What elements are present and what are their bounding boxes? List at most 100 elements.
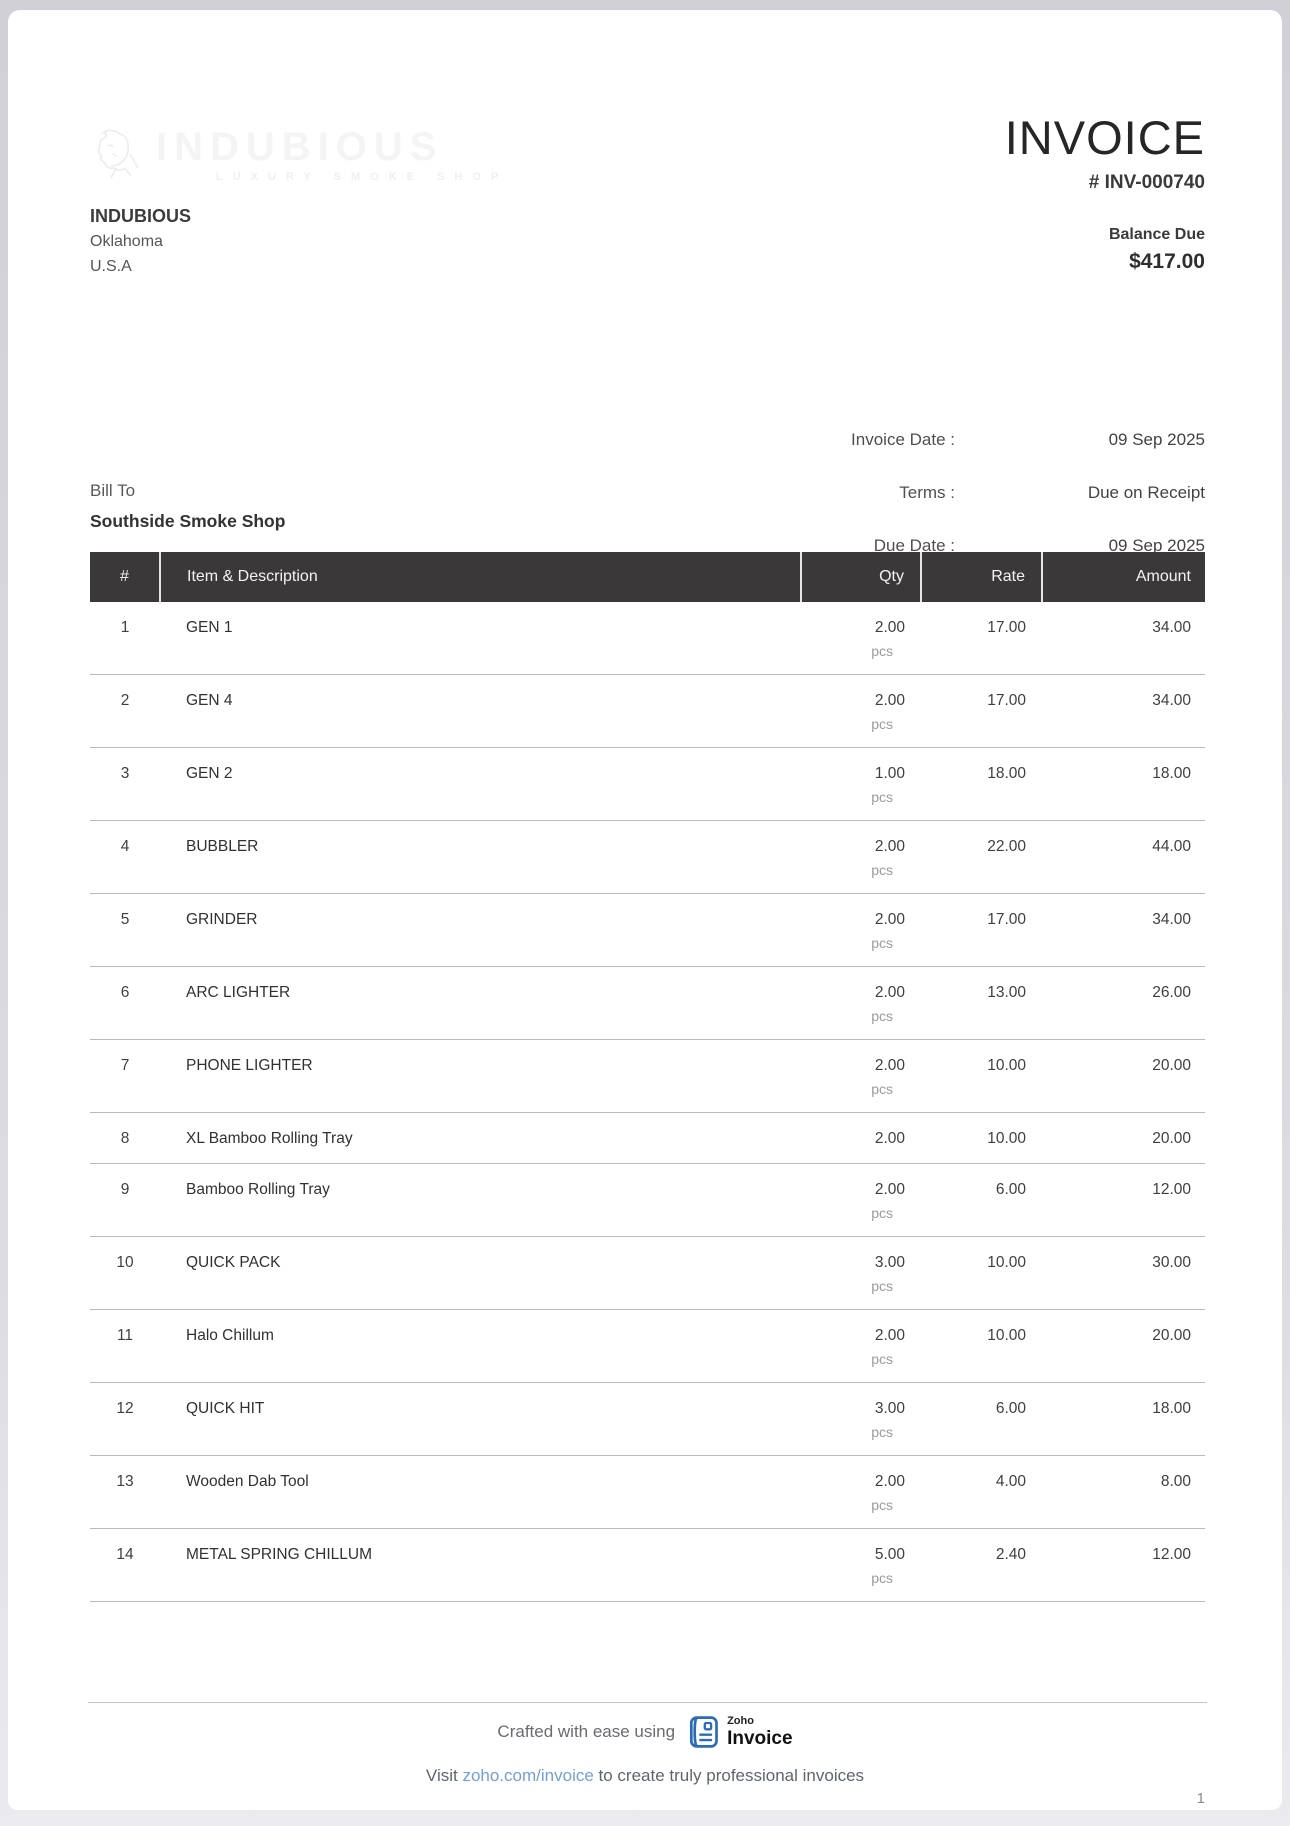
footer-crafted-line: Crafted with ease using Zoho Invoice xyxy=(8,1714,1282,1750)
invoice-date-row: Invoice Date : 09 Sep 2025 xyxy=(625,413,1205,466)
row-amount: 34.00 xyxy=(1042,674,1205,748)
row-amount: 30.00 xyxy=(1042,1236,1205,1310)
row-qty: 2.00 pcs xyxy=(801,1455,921,1529)
row-qty-unit: pcs xyxy=(871,1081,893,1097)
row-qty: 5.00 pcs xyxy=(801,1528,921,1602)
row-qty: 2.00 pcs xyxy=(801,602,921,675)
row-qty: 2.00 pcs xyxy=(801,893,921,967)
row-amount: 18.00 xyxy=(1042,747,1205,821)
row-rate: 6.00 xyxy=(921,1163,1042,1237)
row-qty: 2.00 pcs xyxy=(801,674,921,748)
row-amount: 44.00 xyxy=(1042,820,1205,894)
items-table-header: # Item & Description Qty Rate Amount xyxy=(90,552,1205,602)
row-qty: 2.00 pcs xyxy=(801,820,921,894)
row-qty-unit: pcs xyxy=(871,716,893,732)
row-index: 12 xyxy=(90,1382,160,1456)
row-qty-unit: pcs xyxy=(871,643,893,659)
due-date-label: Due Date : xyxy=(873,535,955,555)
balance-due-label: Balance Due xyxy=(1108,226,1205,243)
invoice-header-block: INVOICE # INV-000740 Balance Due $417.00 xyxy=(1005,110,1205,276)
row-index: 11 xyxy=(90,1309,160,1383)
row-qty-value: 5.00 xyxy=(874,1546,905,1563)
row-qty: 3.00 pcs xyxy=(801,1382,921,1456)
row-qty-unit: pcs xyxy=(871,1205,893,1221)
row-rate: 10.00 xyxy=(921,1039,1042,1113)
invoice-date-label: Invoice Date : xyxy=(851,429,955,449)
seller-block: INDUBIOUS LUXURY SMOKE SHOP INDUBIOUS Ok… xyxy=(90,115,508,279)
row-rate: 22.00 xyxy=(921,820,1042,894)
table-row: 5 GRINDER 2.00 pcs 17.00 34.00 xyxy=(90,893,1205,967)
row-qty-unit: pcs xyxy=(871,1570,893,1586)
terms-label: Terms : xyxy=(899,482,955,502)
row-index: 13 xyxy=(90,1455,160,1529)
row-qty-value: 2.00 xyxy=(874,1473,905,1490)
zoho-wordmark: Zoho Invoice xyxy=(727,1716,793,1749)
row-qty-value: 2.00 xyxy=(874,1181,905,1198)
page-number: 1 xyxy=(1196,1790,1205,1807)
invoice-meta-block: Invoice Date : 09 Sep 2025 Terms : Due o… xyxy=(625,413,1205,572)
footer-divider xyxy=(88,1702,1207,1703)
lion-logo-icon xyxy=(97,129,139,179)
table-row: 3 GEN 2 1.00 pcs 18.00 18.00 xyxy=(90,747,1205,821)
row-rate: 6.00 xyxy=(921,1382,1042,1456)
company-address-line1: Oklahoma xyxy=(90,233,163,250)
row-item-description: QUICK HIT xyxy=(160,1382,801,1456)
row-qty-value: 3.00 xyxy=(874,1254,905,1271)
row-item-description: ARC LIGHTER xyxy=(160,966,801,1040)
table-row: 7 PHONE LIGHTER 2.00 pcs 10.00 20.00 xyxy=(90,1039,1205,1113)
row-index: 8 xyxy=(90,1112,160,1164)
zoho-invoice-icon xyxy=(690,1716,718,1748)
row-item-description: XL Bamboo Rolling Tray xyxy=(160,1112,801,1164)
row-index: 9 xyxy=(90,1163,160,1237)
row-qty-unit: pcs xyxy=(871,1497,893,1513)
row-amount: 8.00 xyxy=(1042,1455,1205,1529)
table-row: 14 METAL SPRING CHILLUM 5.00 pcs 2.40 12… xyxy=(90,1528,1205,1602)
row-qty: 3.00 pcs xyxy=(801,1236,921,1310)
row-amount: 18.00 xyxy=(1042,1382,1205,1456)
row-rate: 13.00 xyxy=(921,966,1042,1040)
row-qty-value: 2.00 xyxy=(874,1327,905,1344)
company-address-line2: U.S.A xyxy=(90,258,132,275)
row-index: 1 xyxy=(90,602,160,675)
row-qty: 2.00 pcs xyxy=(801,1163,921,1237)
row-qty-value: 1.00 xyxy=(874,765,905,782)
row-amount: 12.00 xyxy=(1042,1163,1205,1237)
zoho-invoice-link[interactable]: zoho.com/invoice xyxy=(462,1766,594,1785)
company-logo: INDUBIOUS LUXURY SMOKE SHOP xyxy=(90,115,508,195)
row-qty: 2.00 pcs xyxy=(801,966,921,1040)
table-row: 9 Bamboo Rolling Tray 2.00 pcs 6.00 12.0… xyxy=(90,1163,1205,1237)
row-rate: 4.00 xyxy=(921,1455,1042,1529)
row-amount: 20.00 xyxy=(1042,1112,1205,1164)
row-item-description: GEN 1 xyxy=(160,602,801,675)
row-qty-unit: pcs xyxy=(871,935,893,951)
row-index: 6 xyxy=(90,966,160,1040)
company-name: INDUBIOUS xyxy=(90,206,192,226)
row-item-description: GEN 4 xyxy=(160,674,801,748)
row-index: 7 xyxy=(90,1039,160,1113)
row-qty-unit: pcs xyxy=(871,1424,893,1440)
row-item-description: QUICK PACK xyxy=(160,1236,801,1310)
row-item-description: GEN 2 xyxy=(160,747,801,821)
zoho-product-text: Invoice xyxy=(727,1728,793,1749)
row-qty-value: 2.00 xyxy=(874,911,905,928)
header-rate: Rate xyxy=(920,552,1042,602)
row-rate: 18.00 xyxy=(921,747,1042,821)
row-item-description: Wooden Dab Tool xyxy=(160,1455,801,1529)
balance-due-amount: $417.00 xyxy=(1129,250,1205,273)
row-rate: 10.00 xyxy=(921,1309,1042,1383)
invoice-page: INDUBIOUS LUXURY SMOKE SHOP INDUBIOUS Ok… xyxy=(8,10,1282,1810)
items-table-wrapper: # Item & Description Qty Rate Amount 1 G… xyxy=(90,552,1205,1602)
crafted-text: Crafted with ease using xyxy=(497,1722,676,1741)
row-rate: 17.00 xyxy=(921,674,1042,748)
row-index: 10 xyxy=(90,1236,160,1310)
row-rate: 10.00 xyxy=(921,1236,1042,1310)
row-qty-value: 2.00 xyxy=(874,692,905,709)
header-item-description: Item & Description xyxy=(159,552,801,602)
row-qty: 2.00 xyxy=(801,1112,921,1164)
row-index: 3 xyxy=(90,747,160,821)
row-item-description: PHONE LIGHTER xyxy=(160,1039,801,1113)
row-rate: 10.00 xyxy=(921,1112,1042,1164)
bill-to-block: Bill To Southside Smoke Shop xyxy=(90,478,285,534)
row-qty: 1.00 pcs xyxy=(801,747,921,821)
